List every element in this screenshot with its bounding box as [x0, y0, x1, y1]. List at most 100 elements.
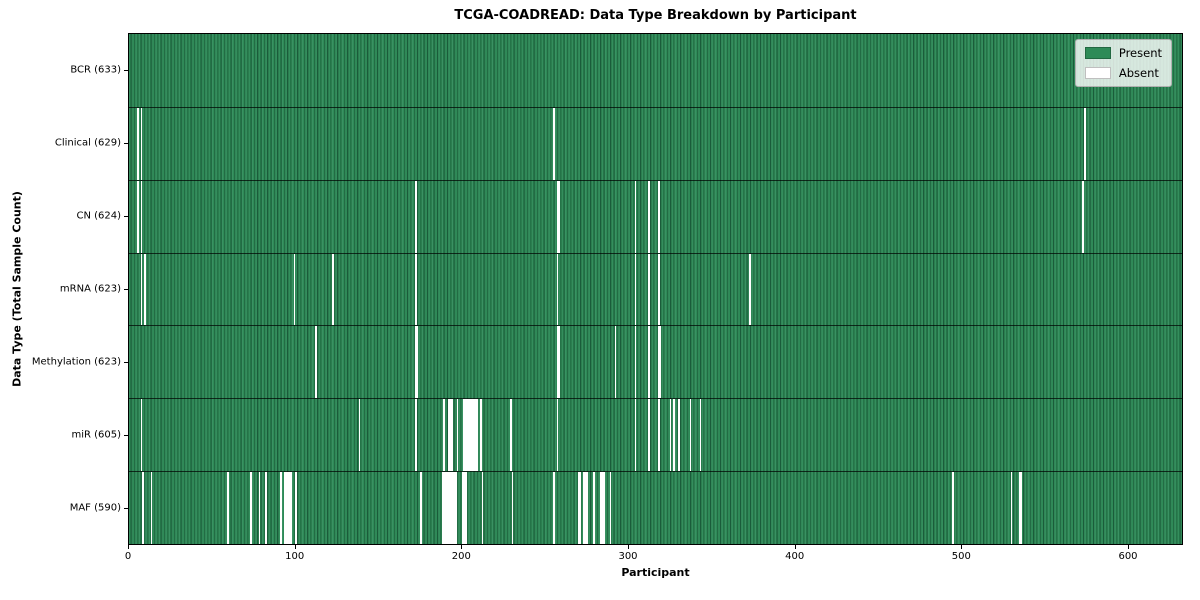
absent-mark — [952, 472, 955, 544]
absent-mark — [586, 472, 589, 544]
absent-mark — [648, 180, 650, 253]
absent-mark — [465, 399, 467, 472]
x-tick-label-400: 400 — [785, 551, 805, 562]
absent-mark — [137, 107, 139, 180]
absent-mark — [1083, 107, 1086, 180]
absent-mark — [420, 472, 422, 544]
absent-mark — [475, 399, 477, 472]
absent-mark — [603, 472, 605, 544]
absent-mark — [456, 399, 459, 472]
x-tick-mark — [1128, 545, 1129, 549]
y-tick-label-mir: miR (605) — [71, 429, 121, 441]
absent-mark — [601, 472, 604, 544]
absent-mark — [137, 180, 139, 253]
absent-mark — [466, 399, 469, 472]
absent-mark — [648, 399, 650, 472]
row-mrna — [129, 252, 1182, 326]
row-clinical — [129, 106, 1182, 180]
y-tick-label-bcr: BCR (633) — [70, 64, 121, 76]
absent-mark — [227, 472, 229, 544]
absent-mark — [558, 180, 560, 253]
legend: Present Absent — [1074, 39, 1172, 87]
absent-mark — [445, 472, 447, 544]
x-tick-mark — [961, 545, 963, 549]
y-tick-mark — [124, 362, 128, 364]
absent-mark — [553, 107, 555, 180]
absent-mark — [140, 107, 143, 180]
chart-title: TCGA-COADREAD: Data Type Breakdown by Pa… — [454, 8, 857, 23]
x-tick-mark — [128, 545, 129, 549]
absent-mark — [465, 472, 467, 544]
x-tick-mark — [794, 545, 796, 549]
absent-mark — [1018, 472, 1021, 544]
absent-mark — [450, 472, 452, 544]
absent-mark — [556, 326, 559, 399]
absent-mark — [258, 472, 261, 544]
absent-mark — [142, 472, 144, 544]
y-tick-label-clinical: Clinical (629) — [54, 137, 121, 149]
absent-mark — [461, 472, 464, 544]
absent-mark — [315, 326, 317, 399]
x-tick-label-500: 500 — [951, 551, 971, 562]
absent-mark — [476, 399, 479, 472]
absent-mark — [677, 399, 680, 472]
absent-mark — [593, 472, 595, 544]
absent-mark — [578, 472, 580, 544]
x-tick-mark — [628, 545, 629, 549]
absent-mark — [614, 326, 617, 399]
legend-label: Absent — [1118, 66, 1159, 80]
y-tick-mark — [124, 215, 128, 217]
absent-mark — [699, 399, 702, 472]
absent-mark — [140, 180, 143, 253]
absent-mark — [448, 399, 451, 472]
absent-mark — [287, 472, 289, 544]
y-tick-mark — [124, 435, 128, 437]
absent-mark — [451, 472, 454, 544]
absent-mark — [358, 399, 361, 472]
absent-mark — [470, 399, 472, 472]
absent-mark — [443, 399, 446, 472]
x-tick-label-0: 0 — [124, 551, 132, 562]
y-tick-mark — [124, 289, 128, 290]
absent-mark — [583, 472, 585, 544]
legend-swatch-present — [1084, 47, 1111, 59]
absent-mark — [634, 326, 637, 399]
y-tick-label-maf: MAF (590) — [69, 502, 121, 514]
absent-mark — [659, 326, 662, 399]
legend-entry-present: Present — [1084, 46, 1162, 60]
absent-mark — [441, 472, 444, 544]
absent-mark — [468, 399, 470, 472]
absent-mark — [415, 326, 417, 399]
absent-mark — [415, 399, 417, 472]
absent-mark — [265, 472, 268, 544]
absent-mark — [657, 399, 660, 472]
absent-mark — [415, 180, 417, 253]
absent-mark — [584, 472, 587, 544]
absent-mark — [416, 326, 419, 399]
absent-mark — [556, 180, 559, 253]
absent-mark — [511, 472, 514, 544]
absent-mark — [481, 472, 484, 544]
x-tick-label-100: 100 — [285, 551, 305, 562]
absent-mark — [1082, 180, 1084, 253]
legend-label: Present — [1118, 46, 1162, 60]
absent-mark — [749, 253, 752, 326]
y-tick-mark — [124, 508, 128, 510]
y-tick-label-mrna: mRNA (623) — [59, 283, 121, 295]
absent-mark — [672, 399, 675, 472]
absent-mark — [579, 472, 582, 544]
absent-mark — [143, 253, 146, 326]
absent-mark — [453, 472, 456, 544]
absent-mark — [1020, 472, 1023, 544]
absent-mark — [689, 399, 692, 472]
absent-mark — [290, 472, 293, 544]
x-axis-label: Participant — [621, 566, 690, 579]
absent-mark — [634, 399, 637, 472]
row-methylation — [129, 325, 1182, 399]
row-mir — [129, 398, 1182, 472]
absent-mark — [250, 472, 253, 544]
absent-mark — [443, 472, 446, 544]
absent-mark — [657, 180, 660, 253]
absent-mark — [331, 253, 334, 326]
